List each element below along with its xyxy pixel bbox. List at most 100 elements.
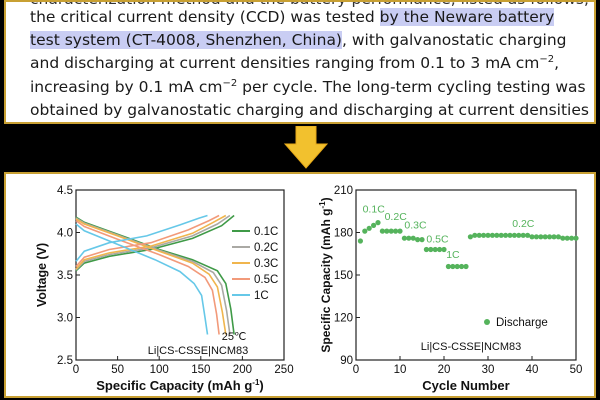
voltage-chart-frame — [75, 189, 285, 361]
y-tick-label: 120 — [334, 313, 353, 325]
x-tick-label: 30 — [482, 364, 495, 376]
highlighted-text[interactable]: by the Neware battery — [379, 8, 555, 26]
highlighted-text-2[interactable]: test system (CT-4008, Shenzhen, China) — [30, 31, 342, 49]
rate-label: 0.2C — [512, 218, 535, 230]
legend-label-0.2C: 0.2C — [254, 242, 278, 254]
text-line-2: test system (CT-4008, Shenzhen, China), … — [30, 31, 567, 49]
discharge-point — [560, 235, 566, 241]
discharge-curve-0.2C — [75, 217, 231, 335]
x-tick-label: 40 — [526, 364, 539, 376]
discharge-point — [507, 232, 513, 238]
discharge-curve-0.5C — [75, 219, 220, 335]
discharge-point — [467, 234, 473, 240]
legend-label-1C: 1C — [254, 290, 269, 302]
rate-label: 1C — [446, 249, 460, 261]
cycling-y-ticks: 90 120 150 180 210 — [334, 185, 360, 367]
x-tick-label: 20 — [438, 364, 451, 376]
discharge-point — [476, 232, 482, 238]
text-line-4-end: per cycle. The long-term cycling testing… — [237, 78, 586, 97]
discharge-point — [393, 228, 399, 234]
y-tick-label: 210 — [334, 185, 353, 197]
discharge-point — [511, 232, 517, 238]
discharge-point — [547, 234, 553, 240]
discharge-point — [498, 232, 504, 238]
legend-label-0.3C: 0.3C — [254, 258, 278, 270]
charge-curve-0.3C — [75, 214, 227, 270]
legend-label-0.1C: 0.1C — [254, 226, 278, 238]
charge-curve-0.5C — [75, 214, 220, 268]
voltage-y-label: Voltage (V) — [35, 243, 49, 307]
text-line-4-start: increasing by 0.1 mA cm — [30, 78, 223, 97]
text-line-3-end: , — [554, 54, 560, 73]
discharge-curve-1C — [75, 223, 209, 335]
cycling-x-ticks: 0 10 20 30 40 50 — [353, 356, 583, 376]
discharge-point — [494, 232, 500, 238]
x-tick-label: 50 — [570, 364, 583, 376]
paper-excerpt: characterization method and the battery … — [4, 0, 596, 124]
voltage-x-ticks: 0 50 100 150 200 250 — [73, 356, 294, 376]
legend-label-0.5C: 0.5C — [254, 274, 278, 286]
discharge-point — [555, 234, 562, 240]
discharge-point — [485, 232, 491, 238]
y-tick-label: 180 — [334, 228, 353, 240]
text-line-1-start: the critical current density (CCD) was t… — [30, 8, 380, 26]
y-tick-label: 3.0 — [57, 313, 73, 325]
charge-curve-0.1C — [75, 214, 235, 272]
discharge-point — [397, 228, 403, 234]
discharge-point — [415, 237, 421, 243]
down-arrow-icon — [283, 126, 329, 169]
discharge-curve-0.3C — [75, 218, 227, 335]
legend-marker — [484, 319, 490, 325]
discharge-point — [516, 232, 522, 238]
x-tick-label: 200 — [233, 364, 252, 376]
y-tick-label: 90 — [340, 355, 353, 367]
x-tick-label: 50 — [111, 364, 124, 376]
text-line-2-end: , with galvanostatic charging — [341, 31, 567, 49]
discharge-point — [441, 246, 447, 253]
discharge-point — [445, 263, 451, 270]
x-tick-label: 150 — [191, 364, 210, 376]
cycling-cell-label: Li|CS-CSSE|NCM83 — [421, 341, 521, 353]
discharge-point — [419, 237, 425, 243]
text-line-3-body: and discharging at current densities ran… — [30, 54, 540, 73]
rate-label: 0.2C — [385, 211, 408, 223]
discharge-point — [410, 235, 416, 241]
discharge-point — [375, 220, 381, 226]
legend-label: Discharge — [496, 317, 548, 329]
y-tick-label: 4.0 — [57, 228, 73, 240]
voltage-legend: 0.1C 0.2C 0.3C 0.5C 1C — [232, 226, 278, 302]
discharge-point — [450, 263, 456, 270]
text-line-3: and discharging at current densities ran… — [30, 54, 559, 72]
rate-label: 0.1C — [363, 204, 386, 216]
discharge-points — [357, 220, 579, 270]
partial-text-line: characterization method and the battery … — [30, 2, 589, 8]
discharge-point — [542, 234, 548, 240]
discharge-point — [401, 235, 407, 241]
cycling-y-label: Specific Capacity (mAh g-1) — [318, 197, 333, 352]
voltage-y-ticks: 2.5 3.0 3.5 4.0 4.5 — [57, 185, 80, 367]
voltage-chart: 0 50 100 150 200 250 2.5 3.0 3.5 4.0 4.5 0.1C 0.2C… — [35, 185, 294, 393]
charge-curve-1C — [75, 214, 208, 262]
discharge-point — [472, 232, 478, 238]
discharge-point — [525, 232, 531, 238]
discharge-point — [529, 234, 535, 240]
discharge-point — [533, 234, 540, 240]
discharge-point — [569, 235, 575, 241]
discharge-point — [428, 246, 434, 253]
discharge-point — [388, 228, 394, 234]
x-tick-label: 250 — [274, 364, 293, 376]
discharge-point — [538, 234, 544, 240]
discharge-point — [432, 246, 438, 253]
discharge-point — [379, 228, 385, 234]
discharge-point — [423, 246, 429, 253]
figure-svg: 0 50 100 150 200 250 2.53.03.54.04.5 0.1C0.2C… — [35, 185, 582, 393]
discharge-point — [384, 228, 390, 234]
discharge-point — [489, 232, 495, 238]
discharge-point — [406, 235, 412, 241]
voltage-x-label: Specific Capacity (mAh g-1) — [96, 378, 264, 393]
voltage-curves — [75, 214, 235, 335]
y-tick-label: 2.5 — [57, 355, 73, 367]
y-tick-label: 3.5 — [57, 270, 73, 282]
